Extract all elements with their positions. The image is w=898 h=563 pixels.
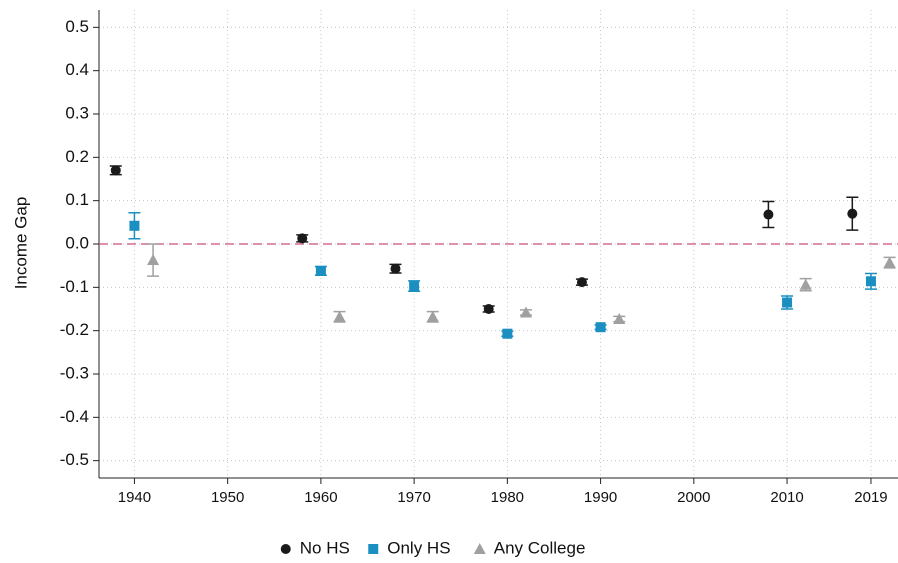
x-tick-label: 1960: [304, 489, 337, 506]
y-axis-label: Income Gap: [11, 197, 30, 290]
y-tick-label: -0.5: [60, 450, 89, 469]
y-tick-label: 0.1: [65, 190, 89, 209]
x-tick-label: 2010: [770, 489, 803, 506]
point: [110, 165, 121, 176]
y-tick-label: -0.4: [60, 407, 89, 426]
point: [576, 277, 587, 288]
point: [613, 312, 626, 324]
point: [409, 281, 420, 292]
point: [315, 265, 326, 276]
y-tick-label: 0.0: [65, 233, 89, 252]
point: [847, 208, 858, 219]
x-tick-label: 1980: [491, 489, 524, 506]
point: [520, 306, 533, 318]
point: [426, 310, 439, 322]
x-tick-label: 1940: [118, 489, 151, 506]
legend-marker: [473, 543, 486, 554]
point: [883, 256, 896, 268]
point: [502, 328, 513, 339]
y-tick-label: 0.4: [65, 60, 89, 79]
x-tick-label: 2000: [677, 489, 710, 506]
point: [799, 278, 812, 290]
point: [333, 310, 346, 322]
point: [483, 304, 494, 314]
point: [865, 276, 876, 287]
point: [390, 263, 401, 274]
y-tick-label: -0.1: [60, 277, 89, 296]
x-tick-label: 1990: [584, 489, 617, 506]
point: [129, 220, 140, 231]
x-tick-label: 2019: [854, 489, 887, 506]
y-tick-label: 0.2: [65, 147, 89, 166]
point: [763, 209, 774, 220]
x-tick-label: 1970: [397, 489, 430, 506]
point: [595, 322, 606, 333]
legend-marker: [280, 544, 291, 554]
x-tick-label: 1950: [211, 489, 244, 506]
point: [297, 233, 308, 244]
y-tick-label: 0.3: [65, 103, 89, 122]
y-tick-label: 0.5: [65, 17, 89, 36]
legend-label: Only HS: [387, 538, 450, 557]
point: [782, 297, 793, 308]
legend-marker: [368, 544, 379, 554]
legend-label: Any College: [494, 538, 586, 557]
legend-label: No HS: [300, 538, 350, 557]
y-tick-label: -0.2: [60, 320, 89, 339]
y-tick-label: -0.3: [60, 363, 89, 382]
point: [147, 254, 160, 266]
